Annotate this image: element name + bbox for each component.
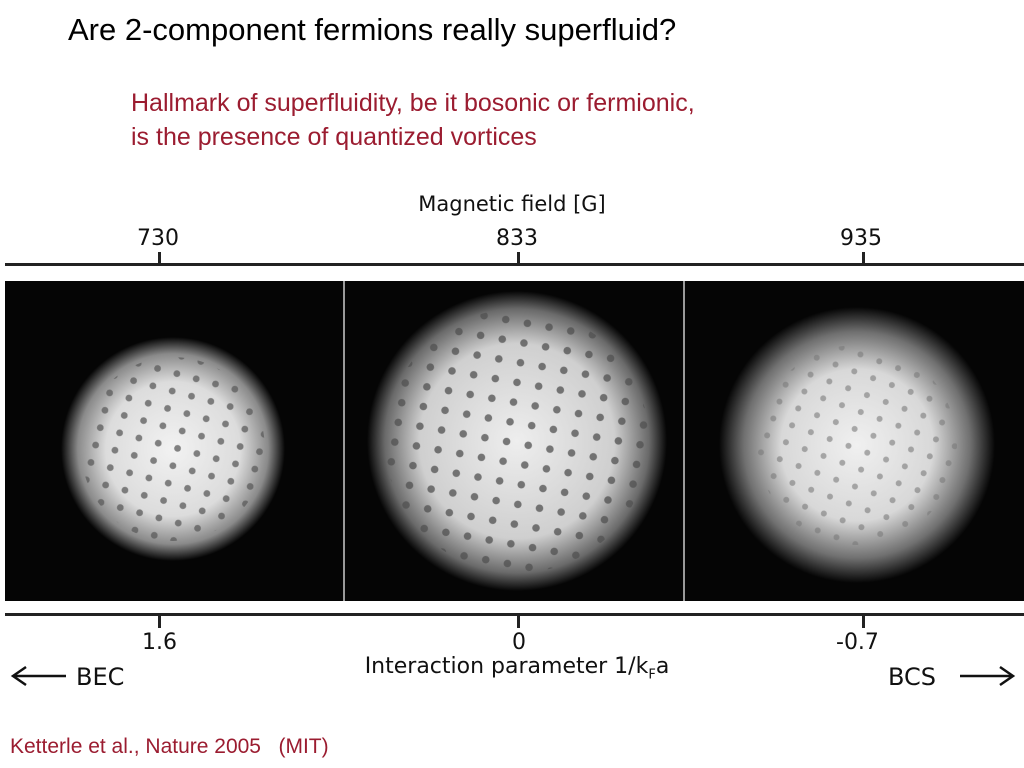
top-tick-833 (517, 252, 520, 264)
top-tick-label-833: 833 (496, 226, 538, 251)
subtitle-line-1: Hallmark of superfluidity, be it bosonic… (131, 89, 695, 117)
panel-divider-1 (343, 281, 345, 601)
bottom-tick-neg-0-7 (862, 616, 865, 628)
slide-title: Are 2-component fermions really superflu… (68, 12, 677, 47)
bec-label: BEC (76, 663, 125, 691)
citation: Ketterle et al., Nature 2005 (MIT) (10, 735, 329, 758)
axis-label-subscript: F (648, 667, 656, 683)
bcs-label: BCS (888, 663, 937, 691)
vortex-image-strip (5, 281, 1024, 601)
arrow-left-icon (10, 665, 66, 687)
bottom-tick-label-1-6: 1.6 (142, 630, 177, 655)
top-tick-label-935: 935 (840, 226, 882, 251)
panel-bcs (685, 281, 1024, 601)
bottom-tick-0 (517, 616, 520, 628)
bottom-axis-line (5, 613, 1024, 616)
axis-label-suffix: a (655, 654, 670, 679)
bottom-tick-1-6 (158, 616, 161, 628)
panel-bec (5, 281, 343, 601)
bottom-tick-label-neg-0-7: -0.7 (836, 630, 879, 655)
vortex-cloud-bcs (719, 307, 995, 583)
subtitle-line-2: is the presence of quantized vortices (131, 123, 537, 151)
interaction-parameter-axis-label: Interaction parameter 1/kFa (0, 654, 1024, 682)
arrow-right-icon (960, 665, 1016, 687)
bottom-tick-label-0: 0 (512, 630, 526, 655)
top-axis-line (5, 263, 1024, 266)
panel-divider-2 (683, 281, 685, 601)
slide-subtitle: Hallmark of superfluidity, be it bosonic… (131, 86, 695, 154)
top-tick-730 (158, 252, 161, 264)
axis-label-prefix: Interaction parameter 1/k (364, 654, 649, 679)
magnetic-field-axis-label: Magnetic field [G] (418, 192, 606, 216)
top-tick-label-730: 730 (137, 226, 179, 251)
vortex-cloud-bec (61, 337, 285, 561)
panel-unitary (345, 281, 683, 601)
vortex-cloud-unitary (367, 291, 667, 591)
top-tick-935 (862, 252, 865, 264)
